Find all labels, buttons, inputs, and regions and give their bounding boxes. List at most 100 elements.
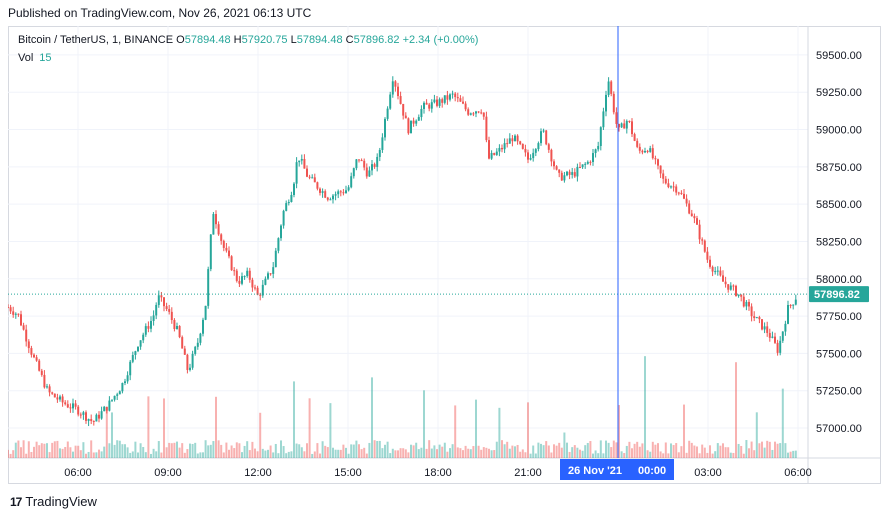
volume-bar: [620, 451, 623, 458]
candle-body: [209, 234, 212, 270]
volume-bar: [576, 447, 579, 458]
volume-bar: [92, 452, 95, 458]
candle-body: [555, 166, 558, 170]
candle-body: [337, 191, 340, 195]
tradingview-brand[interactable]: 17 TradingView: [10, 494, 97, 509]
candle-body: [553, 161, 555, 167]
volume-bar: [527, 402, 529, 458]
volume-bar: [724, 447, 727, 458]
candle-body: [329, 199, 332, 201]
candle-body: [131, 354, 134, 362]
candle-body: [339, 191, 342, 193]
volume-bar: [703, 447, 706, 458]
volume-bar: [194, 442, 197, 458]
volume-bar: [433, 445, 436, 458]
candle-body: [618, 123, 620, 128]
candle-body: [225, 247, 228, 251]
candle-body: [597, 145, 600, 150]
candle-body: [72, 403, 74, 409]
candle-body: [428, 104, 431, 109]
volume-bar: [311, 453, 314, 458]
volume-bar: [79, 450, 82, 458]
candle-body: [449, 94, 451, 100]
volume-bar: [365, 453, 368, 458]
candle-body: [256, 287, 259, 295]
candle-body: [69, 407, 72, 409]
volume-bar: [178, 447, 181, 458]
volume-bar: [326, 447, 329, 458]
candle-body: [586, 161, 589, 164]
candle-body: [196, 342, 199, 347]
volume-bar: [222, 452, 225, 458]
candle-body: [48, 386, 51, 393]
volume-bar: [696, 446, 698, 458]
candle-body: [566, 171, 568, 176]
candle-body: [740, 294, 743, 297]
volume-bar: [789, 451, 792, 458]
candle-body: [100, 411, 103, 419]
volume-bar: [628, 441, 631, 458]
volume-bar: [464, 445, 467, 458]
symbol-label[interactable]: Bitcoin / TetherUS, 1, BINANCE: [18, 34, 174, 46]
volume-bar: [217, 440, 220, 458]
candle-body: [625, 120, 628, 129]
candle-body: [696, 218, 698, 225]
candle-body: [43, 374, 46, 388]
candle-body: [269, 273, 272, 275]
candle-body: [319, 188, 321, 193]
candle-body: [290, 194, 293, 203]
volume-bar: [277, 453, 280, 458]
candlestick-chart[interactable]: 57000.00 57250.00 57500.00 57750.00 58000.00…: [8, 26, 881, 484]
volume-bar: [66, 441, 69, 458]
candle-body: [441, 99, 444, 103]
candle-body: [295, 162, 298, 184]
volume-bar: [490, 450, 493, 458]
candle-body: [40, 370, 43, 375]
volume-bar: [420, 447, 423, 458]
candle-body: [17, 313, 20, 315]
volume-bar: [121, 444, 124, 458]
volume-bar: [321, 441, 324, 458]
low-value: 57894.48: [296, 34, 343, 46]
volume-bar: [116, 440, 119, 458]
candle-body: [423, 102, 425, 109]
volume-bar: [85, 453, 87, 458]
volume-bar: [287, 451, 290, 458]
volume-bar: [493, 450, 496, 458]
volume-bar: [784, 443, 787, 458]
volume-bar: [51, 442, 54, 458]
volume-bar: [766, 440, 769, 458]
candle-body: [436, 99, 438, 106]
candle-body: [722, 275, 724, 282]
volume-bar: [508, 448, 511, 458]
volume-bar: [755, 412, 758, 458]
change-value: +2.34 (+0.00%): [402, 34, 479, 46]
candle-body: [264, 278, 267, 285]
volume-bar: [488, 448, 490, 458]
volume-bar: [319, 453, 321, 458]
candle-body: [612, 93, 615, 113]
volume-bar: [776, 443, 779, 458]
volume-bar: [46, 443, 48, 458]
candle-body: [303, 158, 306, 169]
volume-bar: [48, 452, 51, 458]
volume-bar: [202, 452, 204, 458]
volume-bar: [251, 441, 254, 458]
candle-body: [324, 191, 327, 198]
volume-bar: [514, 446, 516, 458]
volume-label[interactable]: Vol: [18, 52, 34, 64]
candle-body: [365, 167, 368, 177]
volume-bar: [410, 444, 412, 458]
volume-bar: [566, 442, 568, 458]
candle-body: [719, 270, 722, 276]
volume-bar: [563, 432, 566, 458]
volume-bar: [774, 441, 776, 458]
candle-body: [737, 294, 740, 296]
candle-body: [358, 159, 360, 161]
candle-body: [532, 152, 535, 159]
candle-body: [550, 149, 553, 162]
candle-body: [368, 170, 371, 177]
volume-bar: [160, 452, 163, 458]
volume-bar: [711, 453, 714, 458]
candle-body: [644, 150, 646, 153]
